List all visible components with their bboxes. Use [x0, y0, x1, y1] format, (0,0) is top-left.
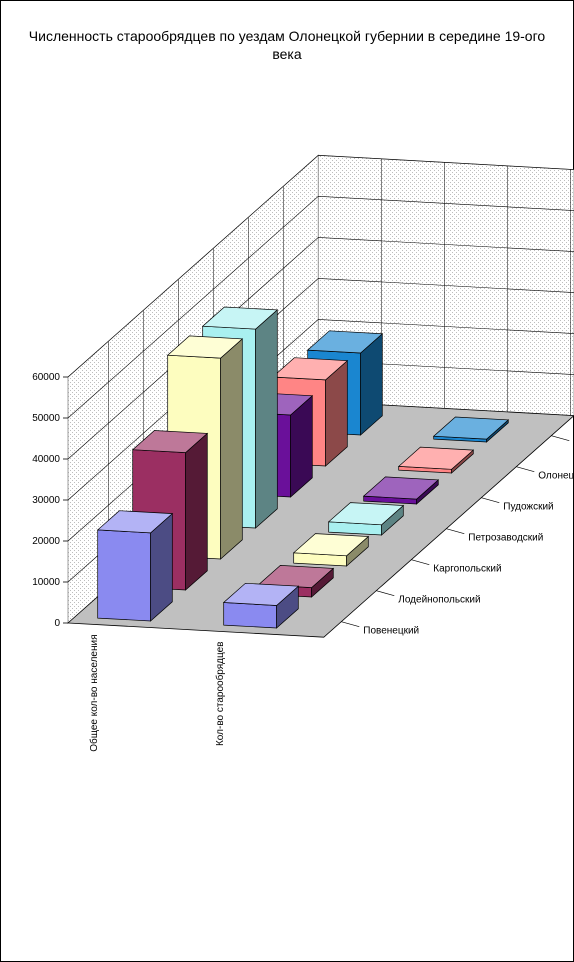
bar-top: [222, 582, 300, 606]
depth-tick: [341, 621, 360, 628]
y-tick-label: 30000: [32, 495, 60, 506]
y-tick-label: 50000: [32, 413, 60, 424]
series-label: Петрозаводский: [468, 533, 543, 544]
gridline: [67, 278, 574, 501]
series-label: Повенецкий: [363, 626, 419, 637]
bar-front: [223, 602, 277, 629]
depth-tick: [411, 559, 430, 566]
depth-tick: [376, 590, 395, 597]
bar-top: [201, 306, 279, 330]
y-tick-label: 20000: [32, 536, 60, 547]
bar-side: [185, 432, 208, 591]
series-label: Лодейнопольский: [398, 595, 480, 606]
y-tick-label: 0: [54, 618, 60, 629]
series-label: Пудожский: [503, 502, 553, 513]
bar-top: [292, 533, 370, 557]
series-label: Каргопольский: [433, 564, 501, 575]
bar-side: [255, 309, 278, 529]
bar-top: [96, 510, 174, 534]
chart-title: Численность старообрядцев по уездам Олон…: [28, 28, 546, 62]
depth-tick: [551, 435, 570, 442]
category-label: Общее кол-во населения: [88, 635, 100, 752]
bar-top: [397, 446, 475, 470]
depth-tick: [481, 497, 500, 504]
gridline: [67, 154, 574, 378]
bar-top: [166, 335, 244, 359]
gridline: [67, 195, 574, 419]
bar-top: [271, 357, 349, 381]
bar-top: [432, 416, 510, 440]
bar-top: [131, 430, 209, 453]
bar-front: [97, 529, 151, 622]
series-label: Олонецкий: [538, 471, 574, 482]
bar-top: [327, 502, 405, 526]
bar-top: [306, 330, 384, 354]
category-label: Кол-во старообрядцев: [214, 642, 226, 747]
y-tick-label: 60000: [32, 372, 60, 383]
depth-tick: [516, 466, 535, 473]
y-tick-label: 40000: [32, 454, 60, 465]
y-tick-label: 10000: [32, 577, 60, 588]
gridline: [67, 237, 574, 460]
depth-tick: [446, 528, 465, 535]
bar-top: [362, 476, 440, 500]
bar-side: [220, 338, 243, 560]
